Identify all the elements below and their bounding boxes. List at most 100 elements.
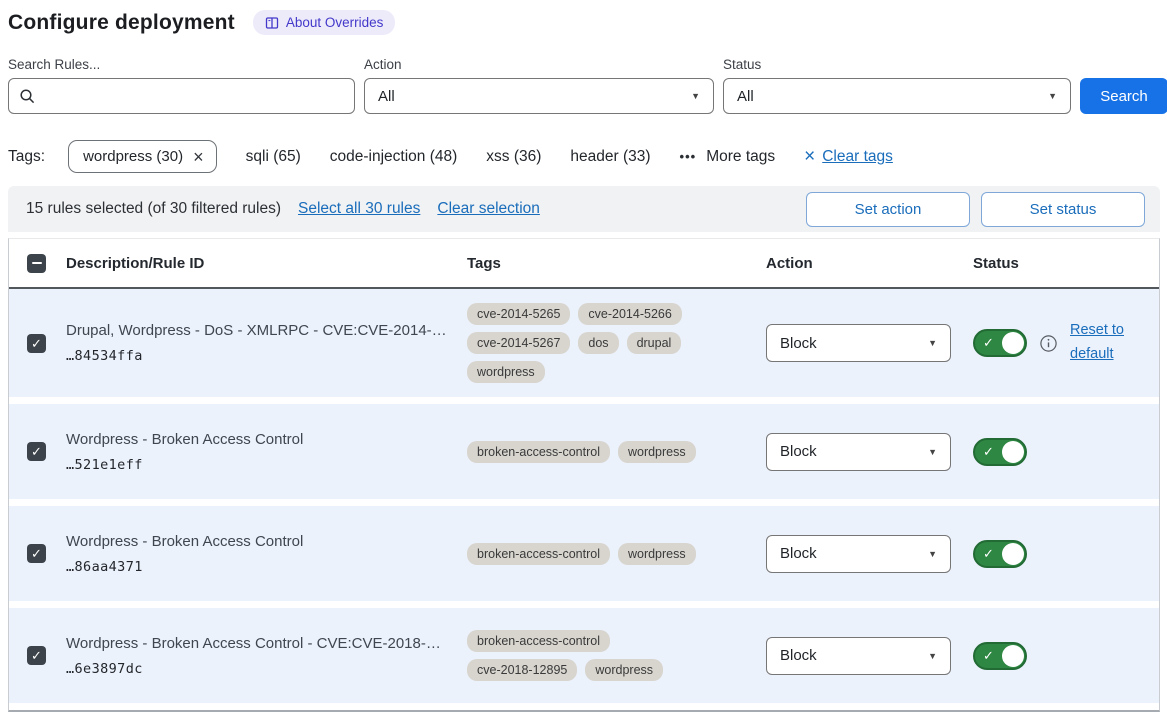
tags-cell: broken-access-control cve-2018-12895 wordp…	[467, 630, 719, 681]
selection-bar: 15 rules selected (of 30 filtered rules)…	[8, 186, 1160, 232]
table-row: ✓ Drupal, Wordpress - DoS - XMLRPC - CVE…	[9, 289, 1159, 397]
chevron-down-icon: ▼	[928, 650, 937, 661]
clear-tags-label: Clear tags	[822, 147, 893, 165]
page-title: Configure deployment	[8, 10, 235, 34]
status-toggle[interactable]: ✓	[973, 329, 1027, 357]
search-button[interactable]: Search	[1080, 78, 1167, 114]
toggle-knob	[1002, 440, 1024, 463]
toggle-knob	[1002, 332, 1024, 354]
reset-to-default-link[interactable]: Reset to default	[1070, 322, 1124, 362]
tag-pill: broken-access-control	[467, 630, 610, 652]
row-action-select[interactable]: Block ▼	[766, 324, 951, 362]
set-action-button[interactable]: Set action	[806, 191, 970, 227]
tag-pill: drupal	[626, 332, 682, 354]
column-header-status: Status	[973, 254, 1019, 272]
chevron-down-icon: ▼	[928, 338, 937, 348]
row-checkbox[interactable]: ✓	[27, 333, 46, 353]
chevron-down-icon: ▼	[691, 91, 700, 101]
status-toggle[interactable]: ✓	[973, 641, 1027, 670]
description-cell: Wordpress - Broken Access Control …521e1…	[66, 431, 467, 473]
action-cell: Block ▼	[766, 432, 973, 471]
tag-option-code-injection[interactable]: code-injection (48)	[329, 147, 458, 165]
action-cell: Block ▼	[766, 636, 973, 675]
close-icon: ×	[804, 145, 816, 167]
check-icon: ✓	[31, 335, 42, 351]
action-cell: Block ▼	[766, 534, 973, 573]
search-input-wrap[interactable]	[8, 78, 355, 114]
ellipsis-icon: •••	[679, 149, 697, 164]
tag-pill: wordpress	[617, 440, 696, 463]
selected-tag-wordpress[interactable]: wordpress (30) ×	[68, 140, 217, 173]
indeterminate-mark	[31, 261, 42, 265]
description-cell: Wordpress - Broken Access Control - CVE:…	[66, 635, 467, 677]
selected-tag-label: wordpress (30)	[83, 148, 184, 165]
tag-pill: wordpress	[617, 542, 696, 565]
info-icon[interactable]	[1040, 334, 1057, 352]
status-cell: ✓ Reset to default	[973, 319, 1159, 367]
row-checkbox[interactable]: ✓	[27, 544, 46, 563]
tag-option-sqli[interactable]: sqli (65)	[245, 147, 301, 165]
chevron-down-icon: ▼	[928, 446, 937, 457]
status-cell: ✓	[973, 641, 1159, 670]
search-input[interactable]	[44, 87, 344, 105]
tag-pill: broken-access-control	[467, 440, 610, 463]
status-filter-field: Status All ▼	[723, 57, 1071, 114]
about-overrides-label: About Overrides	[285, 15, 384, 30]
table-row: ✓ Wordpress - Broken Access Control …521…	[9, 404, 1159, 499]
rules-table: Description/Rule ID Tags Action Status ✓…	[8, 238, 1160, 712]
filter-bar: Search Rules... Action All ▼ Status All …	[8, 57, 1167, 114]
tag-option-header[interactable]: header (33)	[570, 147, 651, 165]
rule-description: Wordpress - Broken Access Control - CVE:…	[66, 634, 441, 652]
table-row: ✓ Wordpress - Broken Access Control …86a…	[9, 506, 1159, 601]
tags-label: Tags:	[8, 147, 46, 165]
select-all-rules-link[interactable]: Select all 30 rules	[298, 200, 421, 217]
column-header-action: Action	[766, 254, 813, 272]
check-icon: ✓	[983, 335, 994, 350]
tag-pill: dos	[578, 332, 619, 354]
check-icon: ✓	[983, 545, 994, 561]
chevron-down-icon: ▼	[928, 548, 937, 559]
table-row: ✓ Wordpress - Broken Access Control - CV…	[9, 608, 1159, 703]
action-filter-field: Action All ▼	[364, 57, 714, 114]
set-status-button[interactable]: Set status	[981, 191, 1145, 227]
clear-tags-button[interactable]: × Clear tags	[804, 145, 893, 167]
row-action-value: Block	[780, 443, 817, 460]
more-tags-button[interactable]: ••• More tags	[680, 148, 776, 166]
rule-id: …6e3897dc	[66, 660, 143, 677]
description-cell: Drupal, Wordpress - DoS - XMLRPC - CVE:C…	[66, 322, 467, 364]
check-icon: ✓	[31, 546, 42, 561]
about-overrides-badge[interactable]: About Overrides	[252, 10, 396, 35]
column-header-description: Description/Rule ID	[66, 254, 205, 272]
status-toggle[interactable]: ✓	[973, 539, 1027, 568]
chevron-down-icon: ▼	[1048, 91, 1057, 101]
tags-cell: broken-access-control wordpress	[467, 440, 719, 463]
status-cell: ✓	[973, 539, 1159, 568]
tags-cell: broken-access-control wordpress	[467, 542, 719, 565]
row-checkbox[interactable]: ✓	[27, 646, 46, 665]
clear-selection-link[interactable]: Clear selection	[437, 200, 540, 217]
toggle-knob	[1002, 542, 1024, 565]
tag-pill: cve-2014-5267	[467, 332, 571, 354]
rule-id: …521e1eff	[66, 456, 143, 473]
row-action-select[interactable]: Block ▼	[766, 636, 951, 675]
check-icon: ✓	[983, 443, 994, 459]
table-header-row: Description/Rule ID Tags Action Status	[9, 239, 1159, 289]
search-rules-field: Search Rules...	[8, 57, 355, 114]
select-all-checkbox[interactable]	[27, 253, 46, 273]
column-header-tags: Tags	[467, 254, 501, 272]
tag-option-xss[interactable]: xss (36)	[486, 147, 542, 165]
status-cell: ✓	[973, 437, 1159, 466]
status-filter-select[interactable]: All ▼	[723, 78, 1071, 114]
book-icon	[265, 16, 279, 30]
tags-cell: cve-2014-5265 cve-2014-5266 cve-2014-5267 d…	[467, 303, 719, 383]
remove-tag-icon[interactable]: ×	[193, 146, 204, 167]
status-toggle[interactable]: ✓	[973, 437, 1027, 466]
row-action-select[interactable]: Block ▼	[766, 534, 951, 573]
row-checkbox[interactable]: ✓	[27, 442, 46, 461]
search-rules-label: Search Rules...	[8, 57, 101, 72]
check-icon: ✓	[31, 444, 42, 459]
action-filter-select[interactable]: All ▼	[364, 78, 714, 114]
row-action-select[interactable]: Block ▼	[766, 432, 951, 471]
tag-pill: cve-2014-5266	[578, 303, 682, 325]
